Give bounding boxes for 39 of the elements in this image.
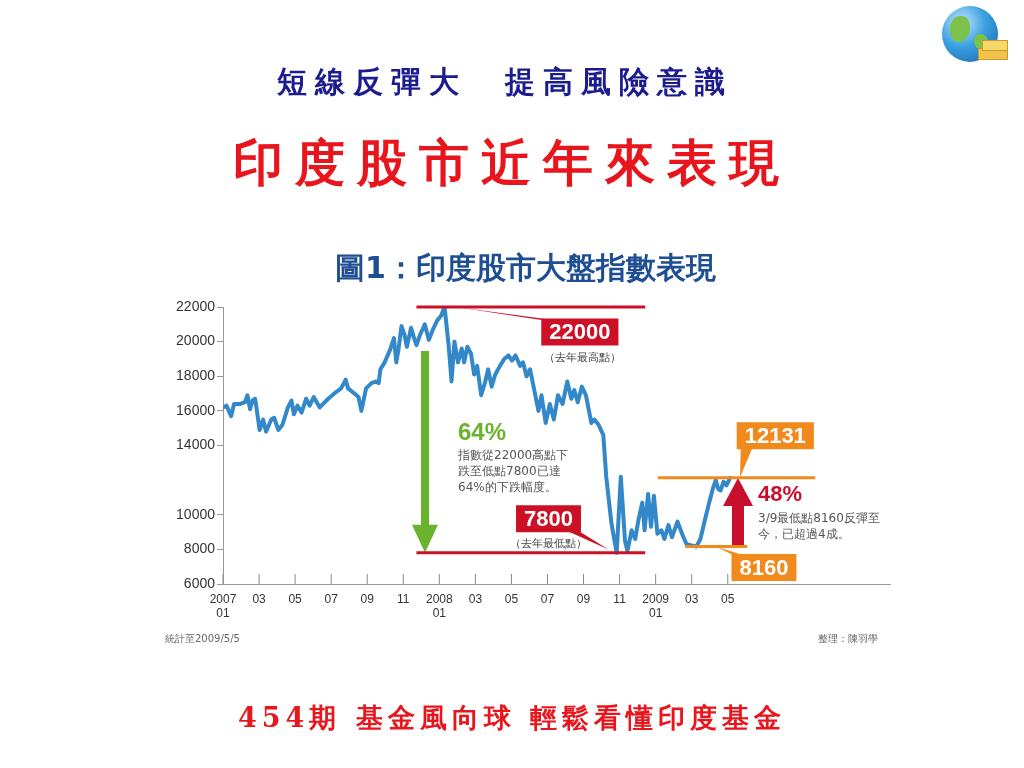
x-tick-label: 03: [252, 591, 267, 606]
x-tick-label: 05: [288, 591, 303, 606]
y-tick-label: 20000: [176, 332, 216, 349]
x-tick-label: 2007 01: [209, 591, 237, 620]
ref-line-label: 22000: [549, 319, 611, 345]
x-tick-label: 07: [540, 591, 555, 606]
text: 整理：陳羽學: [818, 632, 878, 646]
text: 454期 基金風向球 輕鬆看懂印度基金: [237, 701, 787, 735]
x-tick-label: 05: [721, 591, 735, 606]
y-tick-label: 18000: [176, 367, 216, 384]
x-tick-label: 03: [468, 591, 483, 606]
y-tick-label: 16000: [176, 401, 216, 418]
ref-line-label: 12131: [744, 422, 806, 448]
x-tick-label: 07: [324, 591, 339, 606]
x-tick-label: 03: [685, 591, 699, 606]
y-tick-label: 10000: [176, 505, 216, 522]
x-tick-label: 09: [360, 591, 375, 606]
caption: 圖1：印度股市大盤指數表現: [335, 249, 716, 287]
x-tick-label: 11: [397, 591, 410, 606]
x-tick-label: 2008 01: [425, 591, 453, 620]
annotation: （去年最高點）: [543, 350, 621, 365]
annotation: （去年最低點）: [509, 536, 587, 551]
x-tick-label: 09: [576, 591, 591, 606]
annotation: 48%: [758, 481, 803, 507]
y-tick-label: 6000: [183, 574, 216, 591]
chart-subtitle: 短線反彈大 提高風險意識: [277, 63, 733, 101]
text: 統計至2009/5/5: [165, 632, 240, 646]
annotation: 指數從22000高點下跌至低點7800已達64%的下跌幅度。: [458, 447, 570, 495]
y-tick-label: 8000: [183, 540, 216, 557]
chart-title: 印度股市近年來表現: [233, 132, 791, 194]
y-tick-label: 14000: [176, 436, 216, 453]
x-tick-label: 05: [504, 591, 519, 606]
ref-line-label: 7800: [524, 505, 573, 531]
x-tick-label: 2009 01: [642, 591, 670, 620]
y-tick-label: 22000: [176, 297, 216, 314]
legend-label: 8160: [739, 554, 789, 580]
annotation: 64%: [458, 418, 507, 446]
x-tick-label: 11: [613, 591, 627, 606]
annotation: 3/9最低點8160反彈至今，已超過4成。: [758, 510, 881, 542]
